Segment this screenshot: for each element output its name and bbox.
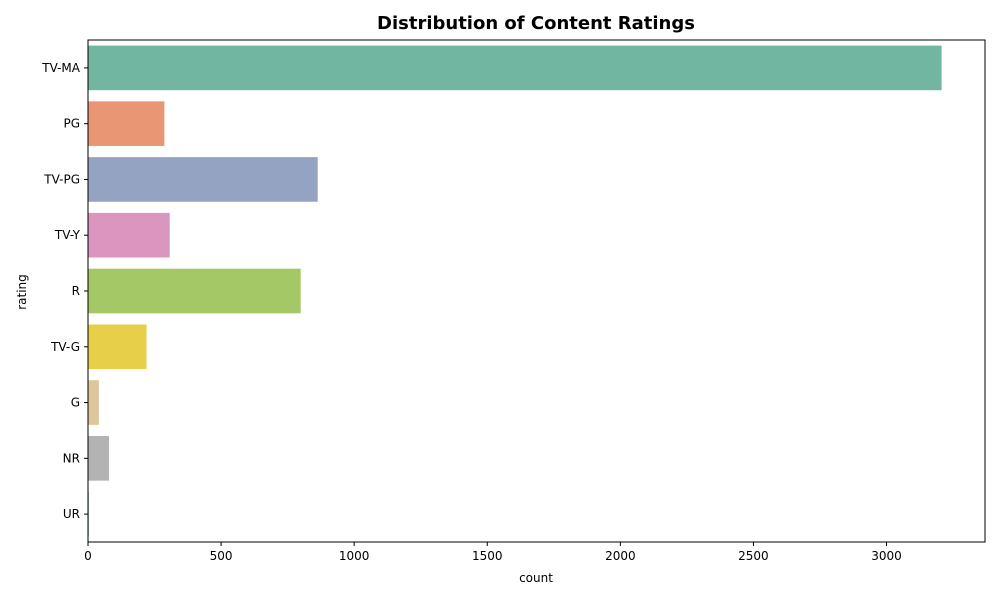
y-axis-label: rating	[15, 274, 29, 310]
x-tick-label: 1500	[472, 549, 503, 563]
bar-nr	[88, 436, 110, 481]
plot-area-frame	[87, 39, 986, 543]
x-tick-label: 2000	[605, 549, 636, 563]
y-tick-label: TV-Y	[54, 228, 81, 242]
bar-g	[88, 380, 99, 425]
y-ticks-layer: TV-MA PG TV-PG TV-Y R TV-G G NR UR	[41, 61, 88, 521]
x-axis-label: count	[519, 571, 553, 585]
y-tick-label: G	[71, 396, 80, 410]
bar-pg	[88, 101, 165, 146]
bar-tv-y	[88, 212, 170, 258]
x-tick-label: 2500	[738, 549, 769, 563]
y-tick-label: TV-MA	[41, 61, 81, 75]
y-tick-label: UR	[63, 507, 80, 521]
bar-r	[88, 268, 301, 314]
x-tick-label: 0	[84, 549, 92, 563]
y-tick-label: NR	[63, 451, 80, 465]
y-tick-label: R	[72, 284, 80, 298]
y-tick-label: TV-PG	[43, 172, 80, 186]
bars-layer	[88, 45, 942, 537]
y-tick-label: PG	[63, 117, 80, 131]
y-tick-label: TV-G	[50, 340, 80, 354]
chart-title: Distribution of Content Ratings	[377, 13, 695, 34]
x-tick-label: 1000	[339, 549, 370, 563]
bar-tv-g	[88, 324, 147, 370]
bar-tv-pg	[88, 157, 318, 202]
x-ticks-layer: 0 500 1000 1500 2000 2500 3000	[84, 542, 902, 563]
bar-tv-ma	[88, 45, 942, 91]
x-tick-label: 3000	[871, 549, 902, 563]
x-tick-label: 500	[210, 549, 233, 563]
